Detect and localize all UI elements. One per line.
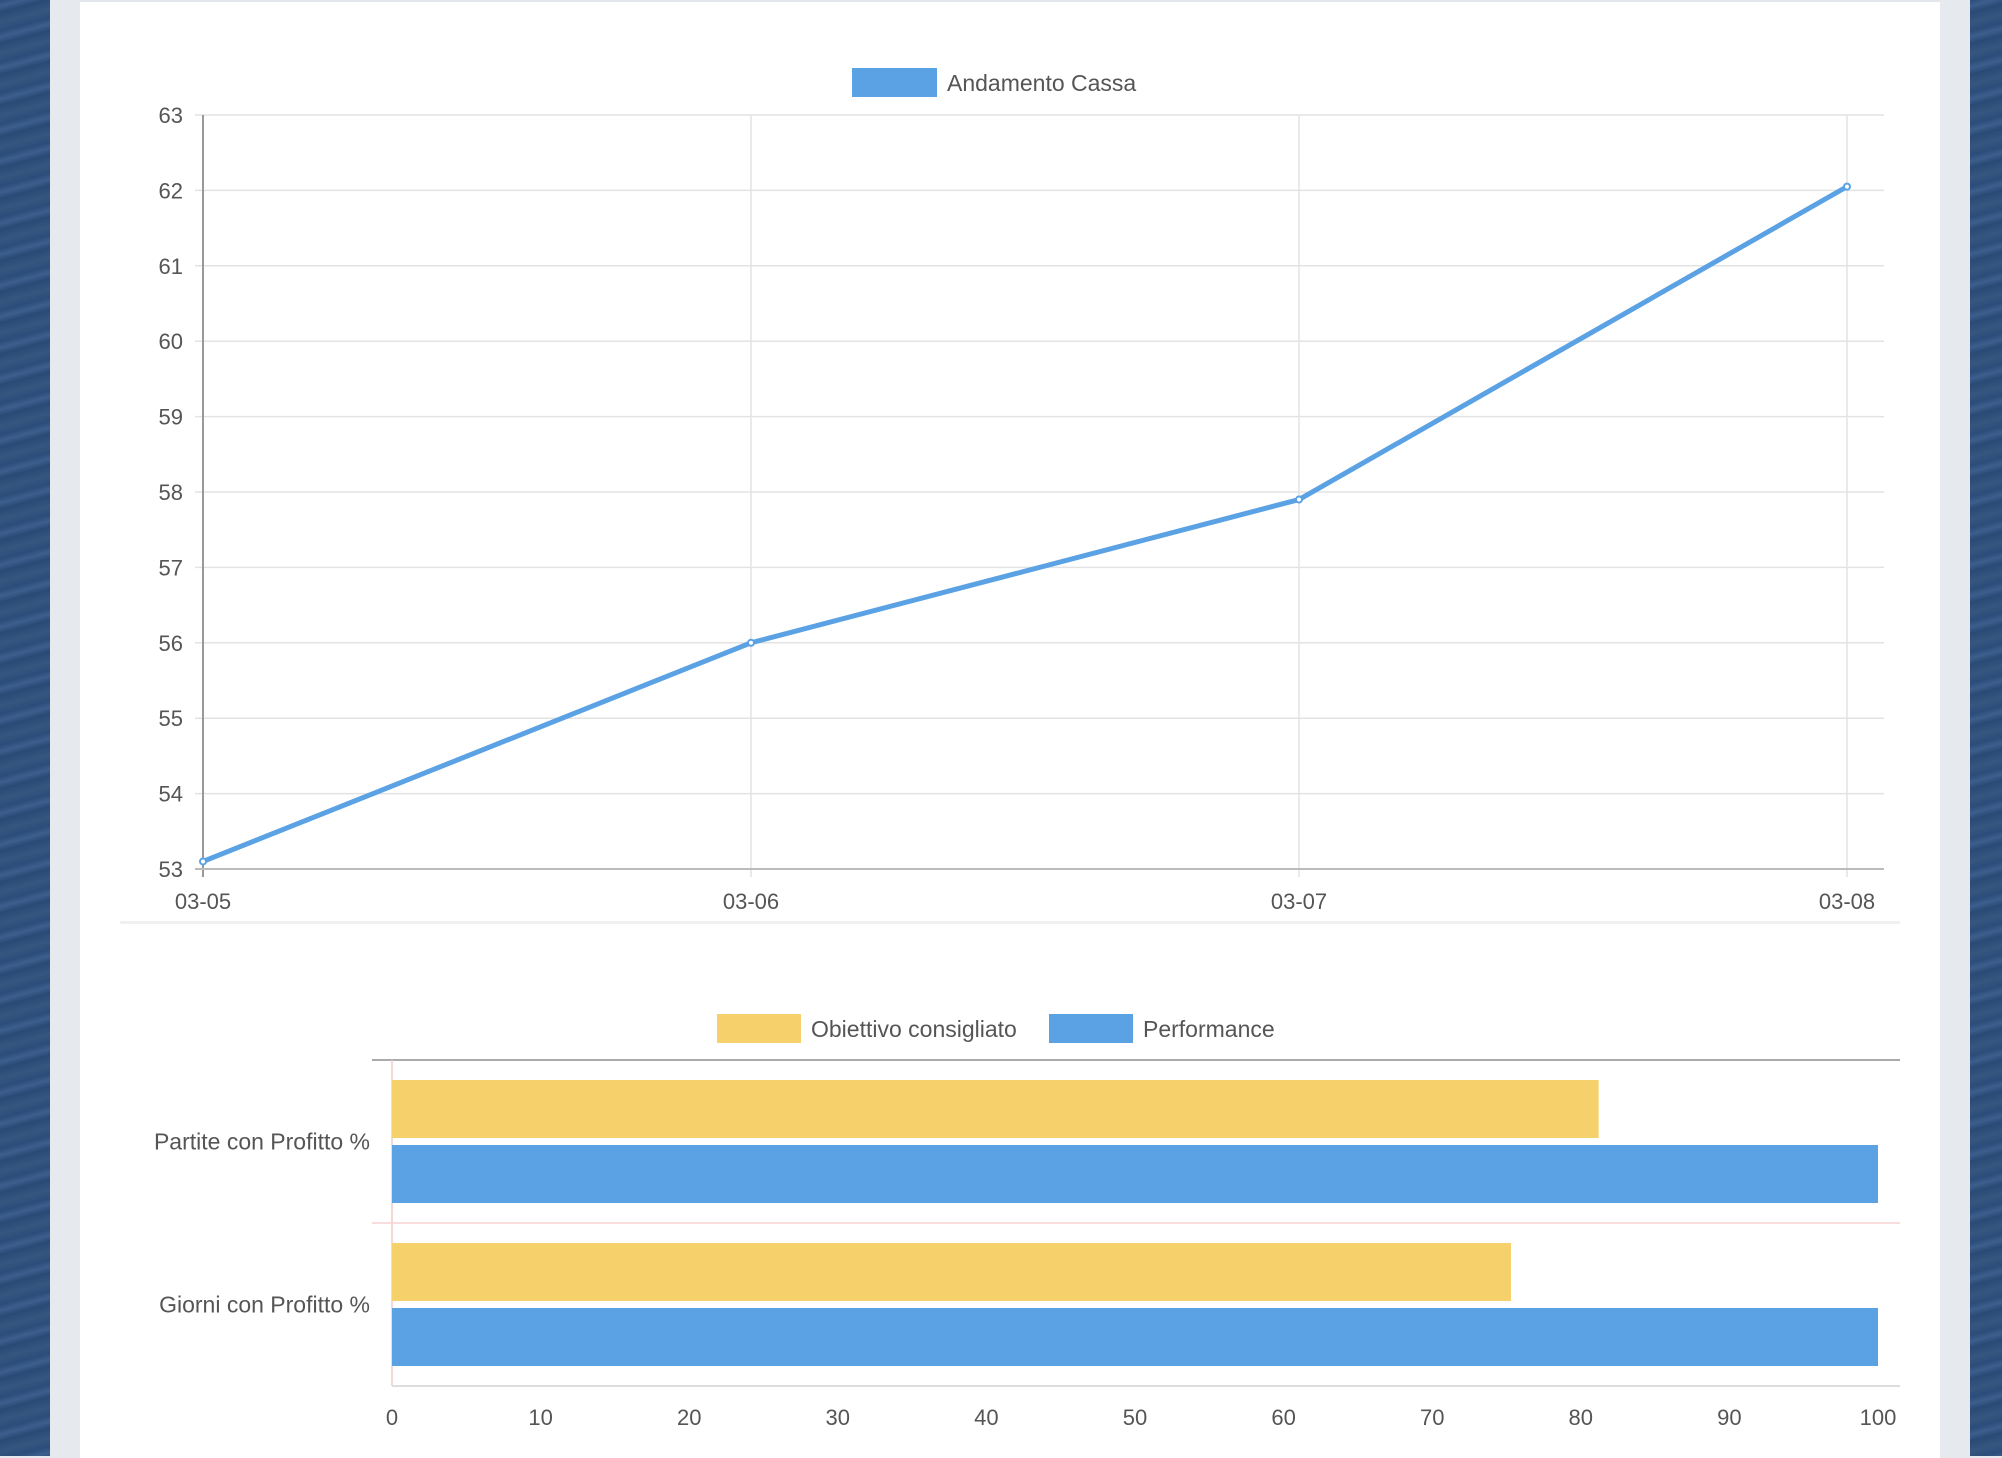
x-tick-label: 03-08 bbox=[1819, 889, 1875, 914]
x-tick-label: 20 bbox=[677, 1405, 701, 1430]
x-tick-label: 30 bbox=[826, 1405, 850, 1430]
y-tick-label: 60 bbox=[159, 329, 183, 354]
line-chart-grid bbox=[195, 114, 1884, 877]
y-tick-label: 62 bbox=[159, 178, 183, 203]
legend-label: Andamento Cassa bbox=[947, 70, 1136, 96]
x-tick-label: 90 bbox=[1717, 1405, 1741, 1430]
bar-chart: Partite con Profitto % Giorni con Profitt… bbox=[154, 1014, 1900, 1430]
legend-label: Obiettivo consigliato bbox=[811, 1016, 1017, 1042]
x-tick-label: 03-05 bbox=[175, 889, 231, 914]
panel-divider bbox=[120, 921, 1900, 924]
x-tick-label: 03-07 bbox=[1271, 889, 1327, 914]
y-tick-label: 56 bbox=[159, 631, 183, 656]
x-tick-label: 40 bbox=[974, 1405, 998, 1430]
x-tick-label: 80 bbox=[1569, 1405, 1593, 1430]
data-point bbox=[1295, 495, 1303, 504]
line-chart-series bbox=[199, 182, 1851, 866]
y-tick-label: 59 bbox=[159, 405, 183, 430]
legend-swatch[interactable] bbox=[852, 68, 937, 97]
bar-chart-category-labels: Partite con Profitto % Giorni con Profitt… bbox=[154, 1129, 370, 1318]
series-line bbox=[200, 184, 1850, 864]
data-point bbox=[199, 857, 207, 866]
legend-swatch[interactable] bbox=[1049, 1014, 1133, 1043]
y-tick-label: 63 bbox=[159, 103, 183, 128]
y-tick-label: 57 bbox=[159, 555, 183, 580]
x-tick-label: 03-06 bbox=[723, 889, 779, 914]
y-tick-label: 58 bbox=[159, 480, 183, 505]
background-right-strip bbox=[1970, 0, 2002, 1456]
y-tick-label: 61 bbox=[159, 254, 183, 279]
y-tick-label: 55 bbox=[159, 706, 183, 731]
background-left-strip bbox=[0, 0, 50, 1456]
bar-chart-grid bbox=[372, 1059, 1900, 1387]
x-tick-label: 0 bbox=[386, 1405, 398, 1430]
page-gutter-right bbox=[1940, 0, 1970, 1456]
page-gutter-left bbox=[50, 0, 80, 1456]
chart-card bbox=[80, 0, 1940, 1458]
bar bbox=[392, 1308, 1878, 1366]
category-label: Partite con Profitto % bbox=[154, 1129, 370, 1155]
category-label: Giorni con Profitto % bbox=[159, 1292, 370, 1318]
bar-chart-x-ticks: 0 10 20 30 40 50 60 70 80 90 100 bbox=[386, 1405, 1896, 1430]
legend-swatch[interactable] bbox=[717, 1014, 801, 1043]
line-chart-y-ticks: 53 54 55 56 57 58 59 60 61 62 63 bbox=[159, 103, 183, 882]
line-chart-legend[interactable]: Andamento Cassa bbox=[852, 68, 1136, 97]
bar bbox=[392, 1080, 1599, 1138]
x-tick-label: 70 bbox=[1420, 1405, 1444, 1430]
data-point bbox=[1843, 182, 1851, 191]
data-point bbox=[747, 638, 755, 647]
x-tick-label: 10 bbox=[528, 1405, 552, 1430]
line-chart-x-ticks: 03-05 03-06 03-07 03-08 bbox=[175, 889, 1875, 914]
x-tick-label: 50 bbox=[1123, 1405, 1147, 1430]
bar-chart-legend[interactable]: Obiettivo consigliato Performance bbox=[717, 1014, 1275, 1043]
bar bbox=[392, 1145, 1878, 1203]
x-tick-label: 100 bbox=[1860, 1405, 1897, 1430]
y-tick-label: 53 bbox=[159, 857, 183, 882]
legend-label: Performance bbox=[1143, 1016, 1275, 1042]
bar bbox=[392, 1243, 1511, 1301]
bar-chart-bars bbox=[392, 1080, 1878, 1366]
x-tick-label: 60 bbox=[1271, 1405, 1295, 1430]
y-tick-label: 54 bbox=[159, 782, 183, 807]
